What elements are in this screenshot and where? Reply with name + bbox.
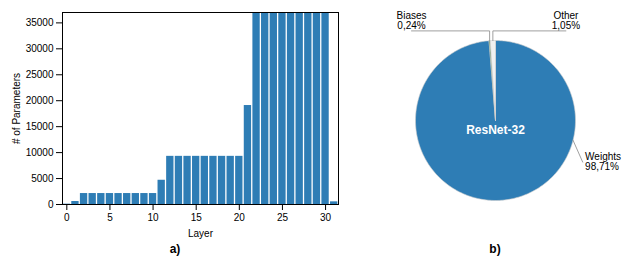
svg-text:5: 5 <box>107 212 113 223</box>
svg-text:0: 0 <box>48 199 54 210</box>
svg-text:20: 20 <box>234 212 246 223</box>
svg-text:# of Parameters: # of Parameters <box>11 73 22 144</box>
svg-text:10: 10 <box>148 212 160 223</box>
svg-text:Other1,05%: Other1,05% <box>552 10 580 31</box>
svg-text:Layer: Layer <box>188 228 214 239</box>
svg-text:Biases0,24%: Biases0,24% <box>396 10 426 31</box>
svg-text:35000: 35000 <box>26 17 54 28</box>
html-text:a): a) <box>169 242 181 256</box>
svg-text:25: 25 <box>277 212 289 223</box>
svg-text:15: 15 <box>191 212 203 223</box>
svg-text:Weights98,71%: Weights98,71% <box>585 151 621 172</box>
html-text:b): b) <box>489 242 501 256</box>
svg-text:10000: 10000 <box>26 147 54 158</box>
svg-text:ResNet-32: ResNet-32 <box>466 123 525 137</box>
svg-text:0: 0 <box>64 212 70 223</box>
svg-text:20000: 20000 <box>26 95 54 106</box>
svg-text:30: 30 <box>320 212 332 223</box>
svg-text:30000: 30000 <box>26 43 54 54</box>
svg-text:15000: 15000 <box>26 121 54 132</box>
svg-text:25000: 25000 <box>26 69 54 80</box>
svg-text:5000: 5000 <box>31 173 54 184</box>
